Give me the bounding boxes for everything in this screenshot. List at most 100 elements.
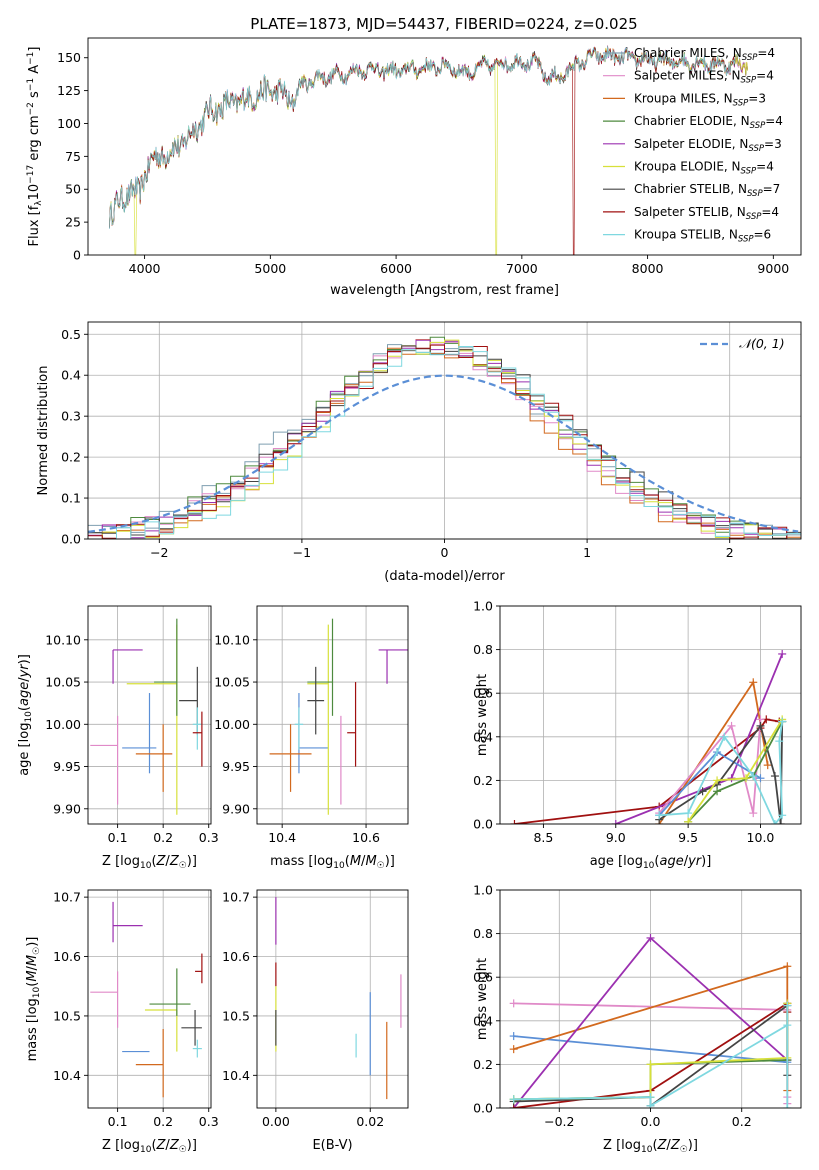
label-part: ☉ xyxy=(32,947,42,955)
label-part: 10 xyxy=(643,861,655,871)
x-tick-label: 2 xyxy=(726,545,734,560)
label-part: 10 xyxy=(641,1145,653,1155)
label-part: mass [log xyxy=(270,854,333,869)
x-tick-label: 8.5 xyxy=(533,830,553,845)
label-part: age xyxy=(17,682,32,706)
y-tick-label: 0 xyxy=(73,248,81,263)
x-tick-label: 10.4 xyxy=(268,830,296,845)
legend-entry: Chabrier ELODIE, NSSP=4 xyxy=(634,114,783,131)
y-tick-label: 0.4 xyxy=(61,368,81,383)
legend-text: Chabrier ELODIE, N xyxy=(634,114,750,128)
label-part: ☉ xyxy=(179,861,187,871)
label-part: Z xyxy=(156,854,167,869)
weight-line xyxy=(513,1035,788,1064)
label-part: ( xyxy=(17,706,32,711)
label-part: Z [log xyxy=(603,1138,641,1153)
y-tick-label: 0.4 xyxy=(473,729,493,744)
plot-area xyxy=(269,618,408,815)
legend-text: Chabrier STELIB, N xyxy=(634,182,747,196)
y-tick-label: 10.6 xyxy=(222,949,250,964)
label-part: ( xyxy=(25,982,40,987)
x-tick-label: 8000 xyxy=(632,261,664,276)
label-part: −17 xyxy=(26,165,36,184)
y-tick-label: 0.0 xyxy=(61,532,81,547)
legend-tail: =3 xyxy=(764,137,782,151)
x-axis-label: E(B-V) xyxy=(312,1138,352,1153)
y-tick-label: 10.5 xyxy=(222,1008,250,1023)
legend-entry: Salpeter ELODIE, NSSP=3 xyxy=(634,137,782,154)
x-tick-label: 0.2 xyxy=(153,830,173,845)
x-tick-label: 9.0 xyxy=(606,830,626,845)
y-tick-label: 10.7 xyxy=(53,890,81,905)
label-part: A xyxy=(27,65,42,78)
label-part: / xyxy=(684,854,689,869)
plot-area xyxy=(90,901,203,1098)
y-tick-label: 0.2 xyxy=(61,450,81,465)
y-tick-label: 9.90 xyxy=(222,801,250,816)
y-tick-label: 0.2 xyxy=(473,773,493,788)
x-axis-label: Z [log10(Z/Z☉)] xyxy=(102,1138,197,1155)
axes-frame xyxy=(87,889,212,1109)
weight-line xyxy=(514,718,780,824)
label-part: / xyxy=(17,677,32,682)
weight-line xyxy=(659,721,784,824)
label-part: age [log xyxy=(590,854,643,869)
label-part: ☉ xyxy=(179,1145,187,1155)
y-tick-label: 75 xyxy=(65,149,81,164)
label-part: )] xyxy=(187,854,197,869)
weight-line xyxy=(513,1005,789,1108)
x-tick-label: 0.2 xyxy=(732,1114,752,1129)
histogram-kroupa-miles xyxy=(88,339,801,539)
label-part: −1 xyxy=(26,52,36,65)
legend-tail: =7 xyxy=(763,182,781,196)
label-part: )] xyxy=(187,1138,197,1153)
legend-text: Kroupa STELIB, N xyxy=(634,228,738,242)
x-tick-label: 0.00 xyxy=(262,1114,290,1129)
label-part: M xyxy=(350,854,361,869)
y-axis-label: Normed distribution xyxy=(36,366,51,496)
label-part: / xyxy=(165,854,170,869)
legend-entry: Kroupa MILES, NSSP=3 xyxy=(634,91,766,108)
label-part: 10 xyxy=(140,861,152,871)
axes-frame xyxy=(256,605,409,825)
x-tick-label: 7000 xyxy=(506,261,538,276)
axes-frame xyxy=(87,605,212,825)
figure-title: PLATE=1873, MJD=54437, FIBERID=0224, z=0… xyxy=(250,15,637,33)
plot-area xyxy=(88,336,801,539)
y-tick-label: 10.05 xyxy=(45,675,81,690)
label-part: Z xyxy=(670,1138,681,1153)
residuals-panel: −2 −1 0 1 2 0.0 0.1 0.2 0.3 0.4 0.5 𝒩(0, 1) (data-mo… xyxy=(36,321,802,584)
y-tick-label: 10.4 xyxy=(222,1068,250,1083)
mass-vs-ebv-panel: 0.00 0.02 10.4 10.5 10.6 10.7 E(B-V) xyxy=(222,889,409,1153)
label-part: / xyxy=(165,1138,170,1153)
x-tick-label: 0.3 xyxy=(199,1114,219,1129)
x-tick-label: 0.3 xyxy=(199,830,219,845)
label-part: )] xyxy=(701,854,711,869)
legend-entry: Chabrier STELIB, NSSP=7 xyxy=(634,182,780,199)
weight-line xyxy=(687,718,783,823)
x-tick-label: 10.0 xyxy=(747,830,775,845)
y-tick-label: 125 xyxy=(57,83,81,98)
label-part: −1 xyxy=(26,78,36,91)
label-part: ( xyxy=(151,854,156,869)
x-tick-label: 4000 xyxy=(129,261,161,276)
y-tick-label: 25 xyxy=(65,215,81,230)
y-tick-label: 9.95 xyxy=(222,759,250,774)
y-axis-label: mass weight xyxy=(475,674,490,756)
age-vs-mass-panel: 10.4 10.6 9.90 9.95 10.00 10.05 10.10 mass [log… xyxy=(214,605,409,871)
y-tick-label: 0.5 xyxy=(61,327,81,342)
plot-area xyxy=(509,933,792,1108)
legend-entry: Kroupa STELIB, NSSP=6 xyxy=(634,228,771,245)
weight-vs-age-panel: 8.5 9.0 9.5 10.0 0.0 0.2 0.4 0.6 0.8 1.0 mass weig… xyxy=(473,599,802,871)
label-part: / xyxy=(25,965,40,970)
label-part: mass [log xyxy=(25,998,40,1061)
legend-tail: =4 xyxy=(756,69,774,83)
legend-text: Salpeter STELIB, N xyxy=(634,205,746,219)
weight-vs-metallicity-panel: −0.2 0.0 0.2 0.0 0.2 0.4 0.6 0.8 1.0 mass weight Z… xyxy=(473,883,802,1155)
x-axis-label: (data-model)/error xyxy=(384,569,505,584)
x-axis-label: Z [log10(Z/Z☉)] xyxy=(102,854,197,871)
x-tick-label: 0.2 xyxy=(153,1114,173,1129)
legend-entry: Kroupa ELODIE, NSSP=4 xyxy=(634,160,774,177)
weight-line xyxy=(687,721,783,823)
